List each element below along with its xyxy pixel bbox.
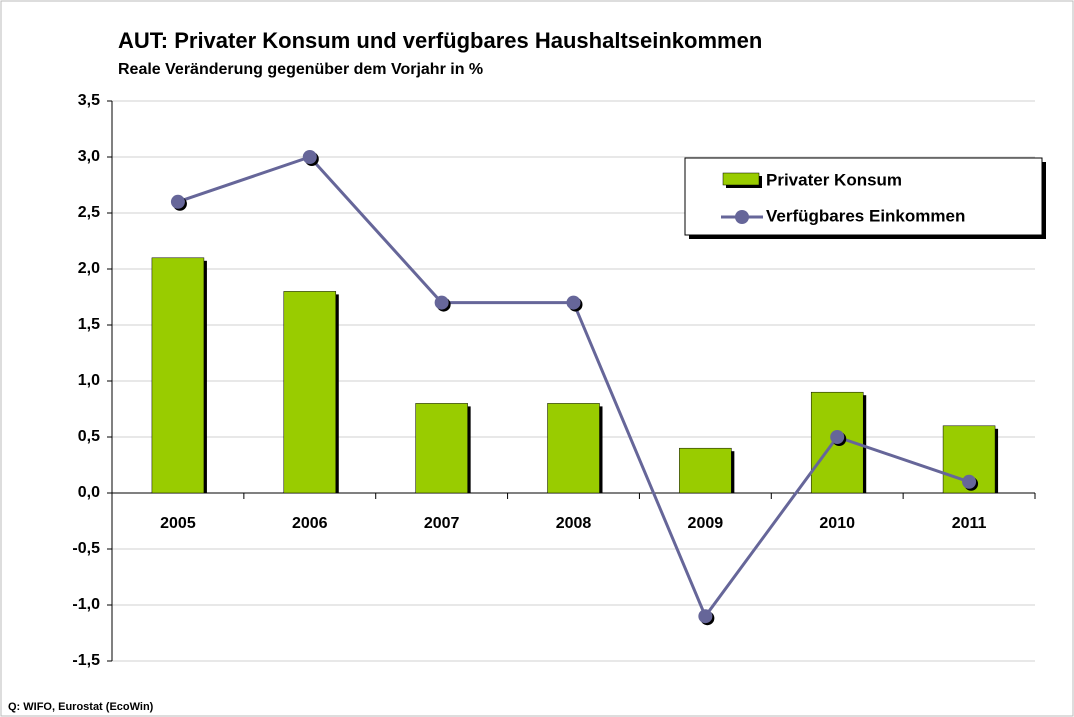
point xyxy=(434,295,449,310)
bar xyxy=(283,291,337,494)
y-tick-label: 3,5 xyxy=(78,92,100,109)
y-tick-label: -1,5 xyxy=(72,652,100,669)
y-tick-label: 3,0 xyxy=(78,148,100,165)
source-note: Q: WIFO, Eurostat (EcoWin) xyxy=(8,701,154,713)
x-tick-label: 2005 xyxy=(160,515,196,532)
y-tick-label: -0,5 xyxy=(72,540,100,557)
bar xyxy=(415,403,468,494)
legend-swatch xyxy=(722,172,760,186)
x-tick-label: 2008 xyxy=(556,515,592,532)
point xyxy=(302,150,317,164)
point xyxy=(566,295,581,310)
bar xyxy=(547,403,600,494)
legend-swatch-point xyxy=(735,210,749,224)
y-tick-label: -1,0 xyxy=(72,596,100,613)
y-tick-label: 0,0 xyxy=(78,484,100,501)
bar xyxy=(679,447,732,494)
bar xyxy=(151,257,205,494)
point xyxy=(962,474,977,489)
chart-subtitle: Reale Veränderung gegenüber dem Vorjahr … xyxy=(118,61,483,78)
y-tick-label: 2,5 xyxy=(78,204,100,221)
x-tick-label: 2009 xyxy=(688,515,724,532)
x-tick-label: 2006 xyxy=(292,515,328,532)
legend-label: Verfügbares Einkommen xyxy=(766,206,965,225)
point xyxy=(830,430,845,444)
y-tick-label: 1,5 xyxy=(78,316,100,333)
legend-label: Privater Konsum xyxy=(766,170,902,189)
point xyxy=(698,609,713,624)
y-tick-label: 0,5 xyxy=(78,428,100,445)
point xyxy=(170,194,185,209)
x-tick-label: 2011 xyxy=(952,515,987,532)
x-tick-label: 2010 xyxy=(819,515,855,532)
x-tick-label: 2007 xyxy=(424,515,460,532)
y-tick-label: 2,0 xyxy=(78,260,100,277)
y-tick-label: 1,0 xyxy=(78,372,100,389)
chart-title: AUT: Privater Konsum und verfügbares Hau… xyxy=(118,28,762,53)
